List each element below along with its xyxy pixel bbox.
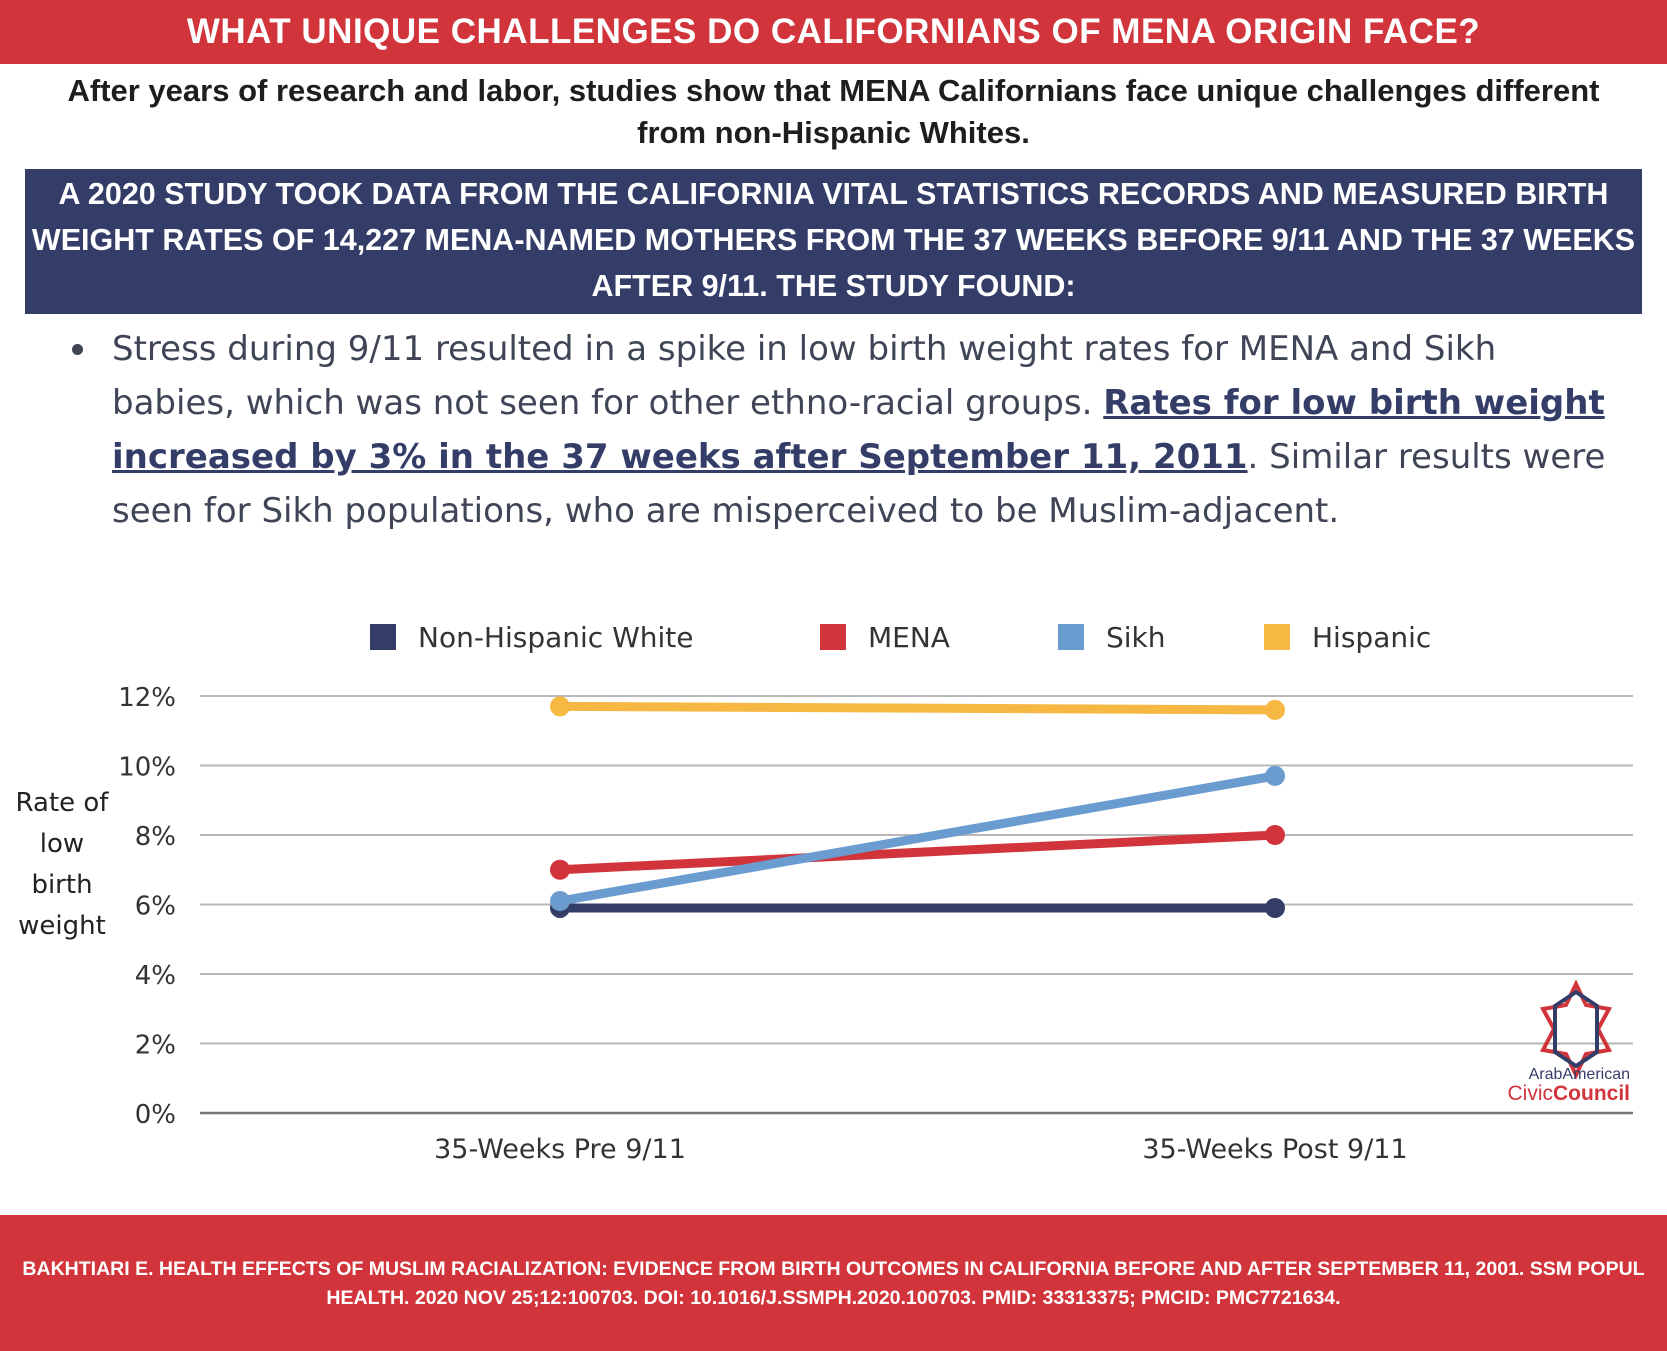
y-tick-label: 8% — [135, 822, 176, 852]
data-point — [550, 891, 570, 912]
legend-label: Hispanic — [1312, 621, 1431, 654]
y-tick-label: 12% — [118, 683, 176, 713]
series-line — [555, 771, 1280, 906]
data-point — [550, 859, 570, 880]
legend-label: Non-Hispanic White — [418, 621, 694, 654]
finding-text: Stress during 9/11 resulted in a spike i… — [112, 322, 1620, 538]
data-point — [1265, 765, 1285, 786]
y-axis-label: birth — [31, 870, 92, 900]
page-title: WHAT UNIQUE CHALLENGES DO CALIFORNIANS O… — [0, 0, 1667, 64]
legend-label: MENA — [868, 621, 950, 654]
x-tick-label: 35-Weeks Pre 9/11 — [434, 1134, 686, 1165]
citation-footer: BAKHTIARI E. HEALTH EFFECTS OF MUSLIM RA… — [0, 1215, 1667, 1351]
finding-text-outro: . Similar results were seen for Sikh pop… — [112, 437, 1606, 531]
logo-text-line1: ArabAmerican — [1528, 1066, 1630, 1083]
bullet-dot-icon — [72, 344, 83, 355]
page-subtitle: After years of research and labor, studi… — [67, 73, 1600, 150]
legend-label: Sikh — [1106, 621, 1166, 654]
line-chart: 0% 2% 4% 6% 8% 10% 12% Rate of low birth weight 35-… — [16, 621, 1633, 1165]
y-axis-label: weight — [18, 911, 106, 941]
finding-text-intro: Stress during 9/11 resulted in a spike i… — [112, 329, 1497, 423]
legend-swatch — [1058, 624, 1084, 650]
y-tick-label: 0% — [135, 1100, 176, 1130]
y-tick-label: 2% — [135, 1031, 176, 1061]
series-line — [555, 701, 1280, 715]
data-point — [1265, 825, 1285, 845]
x-tick-label: 35-Weeks Post 9/11 — [1142, 1134, 1407, 1165]
y-axis-label: low — [40, 829, 84, 859]
series-line — [555, 830, 1280, 875]
arab-american-civic-council-logo-icon — [1539, 980, 1613, 1080]
logo-text-line2: CivicCouncil — [1507, 1082, 1631, 1105]
y-axis-label: Rate of — [16, 788, 110, 818]
data-point — [550, 696, 570, 717]
data-point — [1265, 897, 1285, 918]
study-summary-box: A 2020 STUDY TOOK DATA FROM THE CALIFORN… — [25, 169, 1642, 314]
finding-text-emphasis: Rates for low birth weight increased by … — [112, 383, 1605, 477]
y-tick-label: 6% — [135, 892, 176, 922]
legend-swatch — [1264, 624, 1290, 650]
data-point — [1265, 699, 1285, 720]
legend-swatch — [820, 624, 846, 650]
y-tick-label: 10% — [118, 753, 176, 783]
finding-bullet: Stress during 9/11 resulted in a spike i… — [60, 322, 1620, 538]
legend-swatch — [370, 624, 396, 650]
y-tick-label: 4% — [135, 961, 176, 991]
